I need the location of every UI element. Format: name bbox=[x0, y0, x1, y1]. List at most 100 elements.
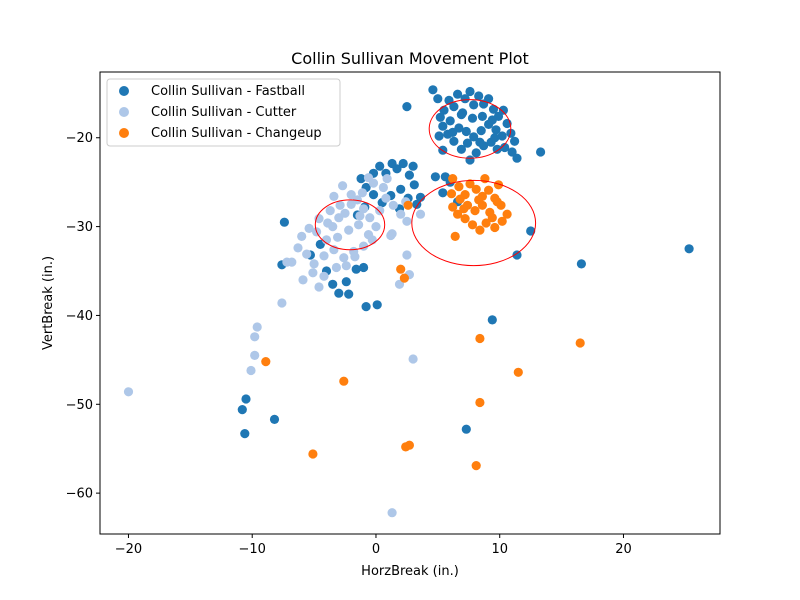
point-series-0-72 bbox=[408, 161, 418, 171]
point-series-0-10 bbox=[469, 100, 479, 110]
point-series-1-37 bbox=[314, 214, 324, 224]
point-series-1-57 bbox=[252, 322, 262, 332]
point-series-0-37 bbox=[491, 125, 501, 135]
point-series-0-40 bbox=[467, 113, 478, 123]
point-series-0-86 bbox=[359, 262, 369, 273]
ellipse-0 bbox=[428, 99, 512, 159]
point-series-2-3 bbox=[465, 179, 475, 189]
point-series-0-93 bbox=[526, 226, 536, 236]
point-series-1-34 bbox=[346, 190, 356, 200]
point-series-0-76 bbox=[440, 172, 450, 182]
point-series-1-56 bbox=[277, 298, 287, 308]
point-series-2-26 bbox=[487, 213, 497, 223]
point-series-0-46 bbox=[490, 133, 500, 143]
x-tick-label-3: 10 bbox=[491, 542, 508, 557]
point-series-0-83 bbox=[344, 289, 354, 299]
point-series-0-74 bbox=[438, 188, 448, 198]
point-series-0-100 bbox=[269, 414, 280, 424]
point-series-0-34 bbox=[469, 132, 479, 142]
point-series-0-60 bbox=[404, 170, 414, 180]
point-series-0-87 bbox=[361, 302, 371, 312]
point-series-1-45 bbox=[382, 174, 392, 184]
point-series-1-21 bbox=[333, 232, 343, 242]
point-series-1-55 bbox=[314, 282, 324, 292]
point-series-1-51 bbox=[338, 181, 348, 191]
point-series-2-32 bbox=[399, 273, 409, 283]
point-series-0-45 bbox=[475, 137, 485, 147]
point-series-0-89 bbox=[279, 217, 289, 227]
point-series-2-28 bbox=[493, 180, 504, 190]
legend-label-fastball: Collin Sullivan - Fastball bbox=[151, 84, 305, 99]
point-series-1-65 bbox=[408, 354, 418, 364]
point-series-0-42 bbox=[487, 115, 497, 125]
point-series-0-73 bbox=[430, 172, 440, 182]
point-series-2-38 bbox=[339, 376, 349, 386]
legend-marker-changeup bbox=[119, 128, 129, 138]
point-series-1-31 bbox=[378, 182, 388, 193]
point-series-2-24 bbox=[459, 204, 469, 214]
point-series-1-12 bbox=[339, 253, 349, 263]
legend-marker-fastball bbox=[119, 86, 129, 96]
point-series-1-8 bbox=[371, 222, 381, 232]
point-series-0-99 bbox=[240, 429, 250, 439]
point-series-1-15 bbox=[309, 259, 319, 269]
point-series-0-13 bbox=[484, 94, 494, 104]
legend-label-changeup: Collin Sullivan - Changeup bbox=[151, 126, 322, 141]
point-series-1-22 bbox=[344, 225, 354, 235]
point-series-2-27 bbox=[450, 231, 460, 241]
point-series-2-11 bbox=[490, 222, 500, 233]
point-series-1-14 bbox=[319, 251, 329, 261]
point-series-1-28 bbox=[396, 209, 406, 219]
point-series-1-62 bbox=[402, 250, 412, 260]
point-series-2-37 bbox=[261, 357, 271, 367]
point-series-2-35 bbox=[575, 338, 585, 348]
point-series-0-96 bbox=[684, 244, 694, 254]
point-series-2-12 bbox=[481, 218, 491, 228]
point-series-0-81 bbox=[328, 279, 338, 289]
point-series-1-38 bbox=[304, 223, 314, 233]
point-series-1-0 bbox=[321, 235, 332, 245]
point-series-1-44 bbox=[319, 271, 329, 281]
point-series-2-18 bbox=[455, 194, 465, 204]
point-series-0-49 bbox=[434, 131, 444, 141]
point-series-0-68 bbox=[368, 190, 379, 200]
point-series-1-41 bbox=[341, 261, 351, 271]
point-series-0-43 bbox=[448, 127, 458, 137]
point-series-1-47 bbox=[355, 211, 365, 221]
point-series-0-33 bbox=[461, 126, 471, 137]
x-tick-label-0: −20 bbox=[115, 542, 142, 557]
point-series-0-1 bbox=[433, 94, 443, 104]
point-series-1-64 bbox=[394, 279, 405, 289]
point-series-0-31 bbox=[445, 116, 455, 126]
plot-frame bbox=[99, 71, 721, 535]
point-series-1-35 bbox=[335, 200, 345, 210]
point-series-2-9 bbox=[502, 209, 512, 219]
point-series-2-23 bbox=[492, 197, 502, 207]
x-axis: −20 −10 0 10 20 bbox=[115, 534, 632, 557]
point-series-1-43 bbox=[308, 268, 318, 278]
x-tick-label-2: 0 bbox=[372, 542, 380, 557]
point-series-0-71 bbox=[396, 184, 406, 194]
y-tick-label-3: −50 bbox=[66, 398, 93, 413]
point-series-0-39 bbox=[458, 108, 468, 118]
x-axis-label: HorzBreak (in.) bbox=[361, 564, 459, 579]
y-axis: −20 −30 −40 −50 −60 bbox=[66, 131, 100, 502]
point-series-0-30 bbox=[438, 121, 448, 131]
legend-label-cutter: Collin Sullivan - Cutter bbox=[151, 105, 297, 120]
point-series-2-33 bbox=[396, 264, 406, 274]
point-series-1-24 bbox=[363, 230, 374, 240]
ellipse-layer bbox=[314, 99, 537, 267]
ellipse-2 bbox=[411, 179, 537, 267]
point-series-0-61 bbox=[409, 180, 419, 190]
point-series-2-17 bbox=[448, 202, 458, 212]
point-series-2-25 bbox=[474, 195, 484, 205]
point-series-0-20 bbox=[507, 147, 517, 157]
point-series-0-9 bbox=[465, 86, 475, 97]
point-series-2-6 bbox=[484, 185, 494, 195]
point-series-0-11 bbox=[474, 91, 484, 101]
y-tick-label-0: −20 bbox=[66, 131, 93, 146]
point-series-1-39 bbox=[297, 231, 307, 241]
point-series-0-38 bbox=[497, 131, 507, 141]
point-series-0-94 bbox=[512, 250, 522, 260]
point-series-0-41 bbox=[477, 111, 487, 121]
